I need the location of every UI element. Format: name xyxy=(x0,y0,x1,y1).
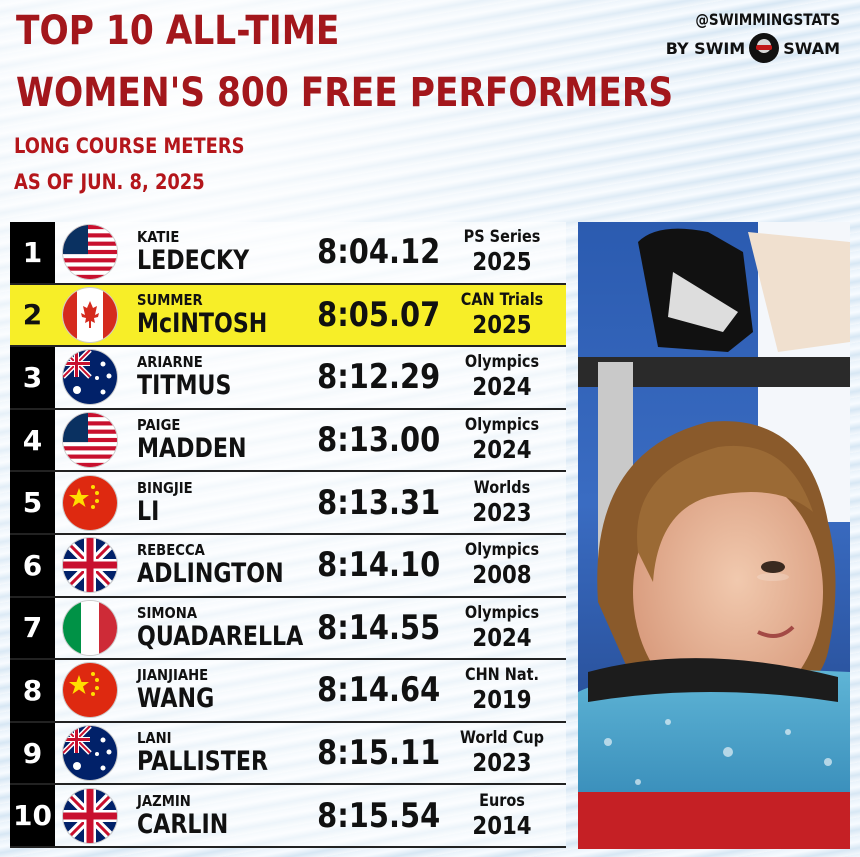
meet-name: Euros xyxy=(479,790,525,811)
meet-name: PS Series xyxy=(463,227,541,248)
meet-year: 2025 xyxy=(472,309,532,339)
first-name: KATIE xyxy=(137,228,180,247)
swimswam-logo-icon xyxy=(749,33,780,63)
australia-flag-icon xyxy=(63,350,117,405)
brand-block: @SWIMMINGSTATS BY SWIM SWAM xyxy=(650,10,840,63)
brand-swam: SWAM xyxy=(783,38,840,58)
swimmer-photo xyxy=(578,222,850,849)
table-row: 6 REBECCA ADLINGTON 8:14.10 Olympics 2008 xyxy=(10,534,566,598)
first-name: SUMMER xyxy=(137,290,203,309)
meet-name: CAN Trials xyxy=(460,289,544,310)
first-name: JIANJIAHE xyxy=(137,666,209,685)
rank-number: 5 xyxy=(10,472,55,533)
meet-year: 2023 xyxy=(472,497,532,527)
subtitle-course: LONG COURSE METERS xyxy=(14,134,245,158)
first-name: JAZMIN xyxy=(137,791,191,810)
rank-number: 9 xyxy=(10,722,55,784)
brand-by: BY SWIM xyxy=(665,38,746,58)
rank-number: 4 xyxy=(10,409,55,471)
swim-time: 8:05.07 xyxy=(317,294,441,335)
uk-flag-icon xyxy=(63,538,117,593)
title-line-1: TOP 10 ALL-TIME xyxy=(16,8,340,54)
meet-year: 2024 xyxy=(472,622,532,652)
meet-name: World Cup xyxy=(459,728,545,749)
table-row: 10 JAZMIN CARLIN 8:15.54 Euros 2014 xyxy=(10,785,566,848)
swim-time: 8:12.29 xyxy=(317,357,441,398)
rank-number: 3 xyxy=(10,347,55,408)
table-row: 2 SUMMER McINTOSH 8:05.07 CAN Trials 2025 xyxy=(10,284,566,348)
rank-number: 7 xyxy=(10,597,55,659)
last-name: McINTOSH xyxy=(137,307,268,339)
rank-number: 6 xyxy=(10,534,55,596)
australia-flag-icon xyxy=(63,726,117,781)
rank-number: 10 xyxy=(10,785,55,846)
meet-year: 2025 xyxy=(472,247,532,277)
last-name: WANG xyxy=(137,683,215,715)
usa-flag-icon xyxy=(63,225,117,280)
swim-time: 8:15.11 xyxy=(317,733,441,774)
meet-name: Olympics xyxy=(464,602,540,623)
last-name: MADDEN xyxy=(137,433,247,465)
first-name: ARIARNE xyxy=(137,353,203,372)
table-row: 8 JIANJIAHE WANG 8:14.64 CHN Nat. 2019 xyxy=(10,660,566,723)
swim-time: 8:04.12 xyxy=(317,232,441,273)
first-name: REBECCA xyxy=(137,541,205,560)
last-name: ADLINGTON xyxy=(137,558,284,590)
brand-handle: @SWIMMINGSTATS xyxy=(695,10,840,29)
swim-time: 8:15.54 xyxy=(317,795,441,836)
china-flag-icon xyxy=(63,475,117,530)
meet-year: 2014 xyxy=(472,810,532,840)
last-name: QUADARELLA xyxy=(137,620,304,652)
table-row: 1 KATIE LEDECKY 8:04.12 PS Series 2025 xyxy=(10,222,566,285)
meet-name: CHN Nat. xyxy=(464,665,540,686)
meet-year: 2024 xyxy=(472,372,532,402)
title-line-2: WOMEN'S 800 FREE PERFORMERS xyxy=(16,70,674,116)
meet-year: 2023 xyxy=(472,748,532,778)
swim-time: 8:13.31 xyxy=(317,482,441,523)
first-name: SIMONA xyxy=(137,603,198,622)
last-name: TITMUS xyxy=(137,370,232,402)
meet-year: 2008 xyxy=(472,560,532,590)
canada-flag-icon xyxy=(63,287,117,342)
table-row: 9 LANI PALLISTER 8:15.11 World Cup 2023 xyxy=(10,722,566,786)
table-row: 4 PAIGE MADDEN 8:13.00 Olympics 2024 xyxy=(10,409,566,473)
rank-number: 1 xyxy=(10,222,55,283)
rank-number: 2 xyxy=(10,284,55,346)
first-name: BINGJIE xyxy=(137,478,193,497)
first-name: LANI xyxy=(137,729,172,748)
last-name: LEDECKY xyxy=(137,245,250,277)
meet-name: Olympics xyxy=(464,415,540,436)
table-row: 3 ARIARNE TITMUS 8:12.29 Olympics 2024 xyxy=(10,347,566,410)
usa-flag-icon xyxy=(63,413,117,468)
meet-name: Olympics xyxy=(464,540,540,561)
meet-year: 2019 xyxy=(472,685,532,715)
subtitle-date: AS OF JUN. 8, 2025 xyxy=(14,170,205,194)
swim-time: 8:14.64 xyxy=(317,670,441,711)
swim-time: 8:14.55 xyxy=(317,607,441,648)
swimmer-photo-illustration xyxy=(578,222,850,849)
table-row: 5 BINGJIE LI 8:13.31 Worlds 2023 xyxy=(10,472,566,535)
swim-time: 8:14.10 xyxy=(317,545,441,586)
swim-time: 8:13.00 xyxy=(317,420,441,461)
rank-number: 8 xyxy=(10,660,55,721)
first-name: PAIGE xyxy=(137,416,181,435)
last-name: PALLISTER xyxy=(137,746,269,778)
italy-flag-icon xyxy=(63,600,117,655)
china-flag-icon xyxy=(63,663,117,718)
meet-name: Worlds xyxy=(473,477,531,498)
uk-flag-icon xyxy=(63,788,117,843)
table-row: 7 SIMONA QUADARELLA 8:14.55 Olympics 2024 xyxy=(10,597,566,661)
meet-year: 2024 xyxy=(472,435,532,465)
last-name: CARLIN xyxy=(137,808,229,840)
rankings-table: 1 KATIE LEDECKY 8:04.12 PS Series 2025 2 SUMMER… xyxy=(10,222,566,848)
last-name: LI xyxy=(137,495,160,527)
meet-name: Olympics xyxy=(464,352,540,373)
